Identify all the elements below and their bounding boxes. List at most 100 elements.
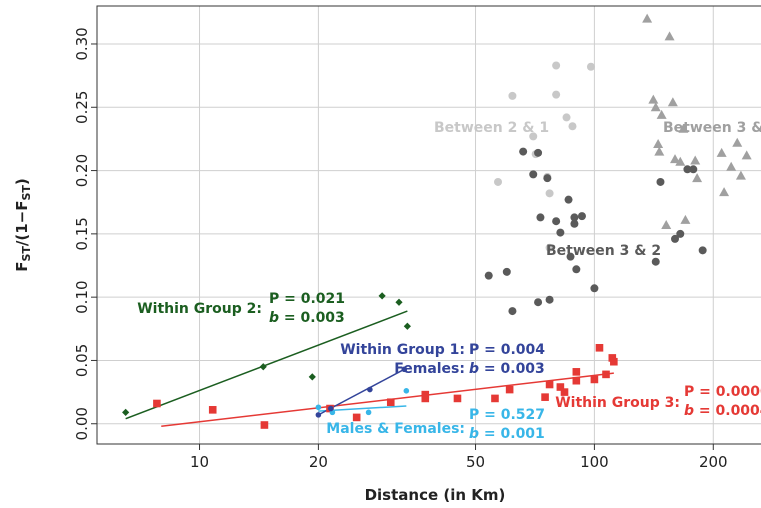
point-within3	[610, 357, 618, 366]
point-within3	[545, 380, 554, 389]
point-between32	[534, 298, 543, 307]
point-within3	[453, 394, 462, 403]
point-between32	[566, 252, 575, 261]
point-between21	[568, 122, 577, 131]
within-group-3-slope: b = 0.0004	[684, 403, 761, 419]
point-between32	[564, 195, 573, 204]
within-group-2-slope: b = 0.003	[269, 310, 345, 326]
x-axis: 10 20 50 100 200	[190, 444, 728, 471]
point-between32	[556, 228, 565, 237]
point-males	[365, 409, 372, 416]
within-group-2-p-value: P = 0.021	[269, 291, 345, 307]
point-between31	[670, 154, 681, 164]
point-within2	[378, 292, 386, 300]
point-within3	[556, 383, 565, 391]
point-between32	[570, 219, 579, 228]
point-between21	[545, 189, 554, 198]
point-between31	[678, 123, 689, 133]
point-within3	[386, 398, 395, 407]
point-between31	[692, 173, 703, 183]
point-between31	[667, 97, 678, 107]
fit-line-within2	[125, 310, 408, 420]
point-between31	[654, 146, 665, 156]
point-within1	[327, 405, 334, 412]
point-within3	[491, 394, 499, 403]
point-between21	[552, 61, 561, 70]
point-within3	[602, 370, 610, 379]
point-between32	[689, 165, 698, 174]
point-within1	[315, 412, 322, 418]
y-axis-title: FST/(1−FST)	[13, 178, 33, 272]
point-between31	[664, 31, 675, 41]
y-tick-label: 0.15	[73, 217, 91, 250]
point-within2	[403, 322, 411, 330]
point-between32	[519, 147, 528, 156]
point-between32	[698, 246, 707, 255]
point-between31	[642, 13, 653, 23]
point-between32	[508, 307, 517, 316]
point-within3	[572, 376, 581, 385]
between-3-1-label: Between 3 & 1	[663, 120, 761, 136]
point-between31	[680, 214, 691, 224]
x-tick-label: 200	[699, 453, 728, 471]
point-between21	[552, 90, 561, 99]
point-between31	[656, 109, 667, 119]
point-between32	[590, 284, 599, 293]
plot-frame	[96, 5, 761, 445]
x-tick-label: 10	[190, 453, 209, 471]
point-within3	[590, 375, 599, 384]
point-between31	[675, 156, 686, 166]
between-2-1-label: Between 2 & 1	[434, 120, 549, 136]
within-group-2-label: Within Group 2:	[137, 301, 262, 317]
point-between31	[735, 170, 746, 180]
point-within2	[308, 373, 316, 381]
grid-lines	[97, 6, 761, 444]
point-between32	[534, 148, 543, 157]
point-within1	[367, 386, 373, 393]
point-within3	[595, 343, 604, 352]
point-between21	[586, 62, 595, 71]
point-between32	[676, 229, 685, 238]
between-3-2-label: Between 3 & 2	[546, 243, 661, 259]
point-within3	[572, 368, 581, 376]
point-within3	[352, 413, 361, 422]
point-within3	[541, 393, 549, 401]
y-tick-label: 0.00	[73, 407, 91, 440]
point-between31	[653, 138, 664, 148]
point-within2	[395, 298, 403, 306]
point-between31	[719, 187, 730, 197]
within-group-3-label: Within Group 3:	[555, 395, 680, 411]
x-tick-label: 20	[309, 453, 328, 471]
y-axis: 0.00 0.05 0.10 0.15 0.20 0.25 0.30	[73, 27, 97, 440]
point-between31	[741, 150, 752, 160]
point-males	[403, 388, 410, 394]
point-between21	[529, 132, 538, 141]
females-label: Females:	[394, 361, 465, 377]
point-between32	[529, 170, 538, 179]
males-females-p-value: P = 0.527	[469, 407, 545, 423]
point-between32	[572, 265, 581, 274]
point-between32	[552, 217, 561, 226]
point-between32	[651, 257, 660, 266]
point-within1	[401, 366, 408, 373]
x-tick-label: 100	[580, 453, 609, 471]
point-within2	[122, 408, 130, 416]
point-between32	[545, 295, 554, 304]
point-between31	[650, 102, 661, 112]
point-between32	[671, 234, 680, 243]
point-males	[315, 404, 322, 411]
point-within3	[560, 388, 569, 396]
y-tick-label: 0.25	[73, 91, 91, 124]
point-between32	[577, 212, 586, 221]
point-within3	[260, 421, 269, 429]
point-between32	[502, 267, 511, 276]
point-between32	[484, 271, 493, 280]
annotations: Within Group 2: P = 0.021 b = 0.003 With…	[137, 120, 761, 442]
x-tick-label: 50	[466, 453, 485, 471]
point-between31	[716, 147, 727, 157]
point-between31	[732, 137, 743, 147]
point-within3	[505, 385, 514, 394]
point-within3	[208, 406, 217, 414]
point-between21	[545, 243, 554, 252]
x-axis-title: Distance (in Km)	[365, 486, 506, 504]
